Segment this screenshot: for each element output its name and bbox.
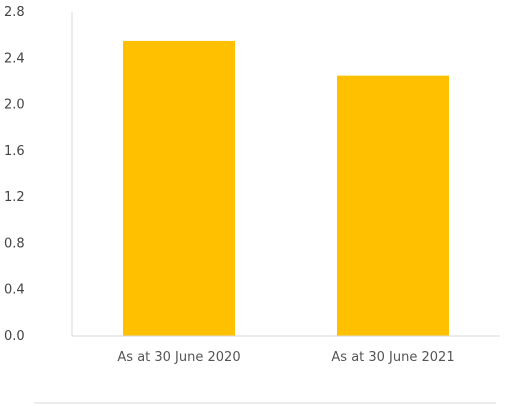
- y-tick-label: 2.4: [4, 51, 25, 66]
- y-tick-label: 0.8: [4, 236, 25, 251]
- x-tick-labels: As at 30 June 2020 As at 30 June 2021: [117, 350, 454, 365]
- y-tick-labels: 0.0 0.4 0.8 1.2 1.6 2.0 2.4 2.8: [4, 5, 25, 344]
- y-tick-label: 1.2: [4, 190, 25, 205]
- y-axis: 0.0 0.4 0.8 1.2 1.6 2.0 2.4 2.8: [4, 5, 73, 344]
- bars: [123, 40, 449, 337]
- x-tick-label: As at 30 June 2021: [331, 350, 454, 365]
- x-tick-label: As at 30 June 2020: [117, 350, 240, 365]
- y-tick-label: 1.6: [4, 144, 25, 159]
- y-tick-label: 2.0: [4, 98, 25, 113]
- bar: [123, 40, 235, 337]
- x-axis: As at 30 June 2020 As at 30 June 2021: [72, 335, 500, 365]
- y-tick-label: 0.0: [4, 329, 25, 344]
- y-tick-label: 0.4: [4, 283, 25, 298]
- bar: [337, 75, 449, 337]
- y-tick-label: 2.8: [4, 5, 25, 20]
